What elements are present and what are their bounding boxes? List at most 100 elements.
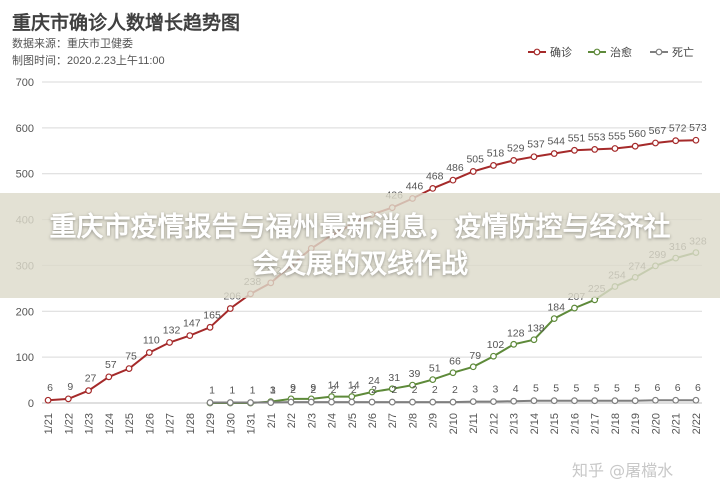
data-point (429, 398, 437, 406)
x-tick-label: 2/14 (529, 413, 541, 434)
data-label: 57 (105, 359, 117, 371)
data-point (388, 398, 396, 406)
data-point (368, 398, 376, 406)
data-point (652, 396, 659, 404)
data-point (611, 397, 619, 405)
data-point (328, 398, 335, 406)
x-tick-label: 2/18 (610, 413, 622, 434)
data-label: 2 (432, 384, 438, 396)
data-point (85, 387, 92, 395)
data-label: 2 (371, 384, 377, 396)
data-point (530, 153, 538, 161)
y-tick-label: 100 (16, 352, 34, 364)
data-point (429, 376, 437, 384)
x-tick-label: 2/16 (569, 413, 581, 434)
x-tick-label: 1/29 (205, 413, 217, 434)
x-tick-label: 1/26 (144, 413, 156, 434)
data-label: 6 (47, 382, 53, 394)
data-point (530, 336, 538, 344)
data-label: 486 (446, 162, 464, 174)
data-label: 573 (689, 122, 707, 134)
x-tick-label: 2/7 (387, 413, 399, 428)
x-axis-ticks: 1/21 1/22 1/23 1/24 1/25 1/26 1/27 1/28 1/29 1/30… (43, 413, 703, 434)
data-point (287, 398, 295, 406)
data-point (206, 399, 214, 406)
y-tick-label: 200 (16, 306, 34, 318)
data-label: 2 (351, 384, 357, 396)
data-point (409, 381, 416, 389)
data-label: 5 (594, 383, 600, 395)
data-label: 555 (608, 130, 626, 142)
data-label: 147 (183, 318, 201, 330)
y-tick-label: 500 (16, 169, 34, 181)
data-label: 6 (695, 382, 701, 394)
data-point (226, 399, 234, 406)
data-point (652, 139, 659, 147)
data-label: 184 (547, 302, 565, 314)
data-point (672, 396, 680, 404)
data-point (267, 399, 275, 406)
data-point (166, 339, 173, 346)
data-label: 5 (634, 383, 640, 395)
made-time-text: 制图时间：2020.2.23上午11:00 (12, 55, 165, 67)
data-label: 3 (472, 384, 478, 396)
x-tick-label: 1/28 (185, 413, 197, 434)
data-point (490, 352, 497, 360)
data-point (490, 398, 497, 406)
data-point (307, 398, 315, 406)
data-label: 2 (290, 384, 296, 396)
x-tick-label: 1/24 (104, 413, 116, 434)
y-tick-label: 700 (16, 77, 34, 89)
data-label: 4 (513, 383, 519, 395)
data-point (672, 137, 680, 145)
x-tick-label: 2/1 (266, 413, 278, 428)
x-tick-label: 2/20 (650, 413, 662, 434)
x-tick-label: 1/23 (84, 413, 96, 434)
data-point (692, 136, 700, 144)
x-tick-label: 1/31 (246, 413, 258, 434)
data-point (429, 184, 437, 192)
data-label: 31 (388, 372, 400, 384)
data-point (591, 397, 599, 405)
data-point (631, 142, 639, 150)
data-label: 2 (452, 384, 458, 396)
x-tick-label: 2/12 (488, 413, 500, 434)
x-tick-label: 2/4 (327, 413, 339, 428)
data-point (44, 396, 52, 404)
data-point (469, 398, 477, 406)
data-point (611, 145, 619, 152)
data-point (510, 157, 518, 164)
data-point (206, 323, 214, 331)
data-point (571, 304, 578, 312)
headline-banner: 重庆市疫情报告与福州最新消息，疫情防控与经济社会发展的双线作战 (0, 193, 720, 298)
data-point (449, 398, 457, 406)
x-tick-label: 2/19 (630, 413, 642, 434)
data-point (550, 150, 558, 157)
x-tick-label: 2/8 (407, 413, 419, 428)
data-label: 66 (449, 356, 461, 368)
legend: 确诊 治愈 死亡 (528, 45, 694, 59)
data-point (449, 369, 457, 377)
data-point (469, 363, 477, 371)
data-label: 6 (655, 382, 661, 394)
data-point (469, 168, 477, 175)
watermark-text: 知乎 @屠檔水 (572, 461, 674, 480)
data-point (530, 397, 538, 405)
data-point (186, 332, 194, 339)
data-label: 2 (331, 384, 337, 396)
x-tick-label: 2/11 (468, 413, 480, 434)
data-label: 27 (85, 373, 97, 385)
data-label: 51 (429, 363, 441, 375)
data-label: 165 (203, 309, 221, 321)
data-point (368, 388, 376, 396)
data-point (226, 305, 234, 312)
data-label: 551 (568, 132, 586, 144)
x-tick-label: 2/5 (347, 413, 359, 428)
data-label: 529 (507, 142, 525, 154)
data-label: 138 (527, 323, 545, 335)
headline-text: 重庆市疫情报告与福州最新消息，疫情防控与经济社会发展的双线作战 (49, 212, 671, 279)
data-point (550, 315, 558, 323)
x-tick-label: 2/17 (590, 413, 602, 434)
data-label: 102 (487, 339, 505, 351)
x-tick-label: 1/21 (43, 413, 55, 434)
